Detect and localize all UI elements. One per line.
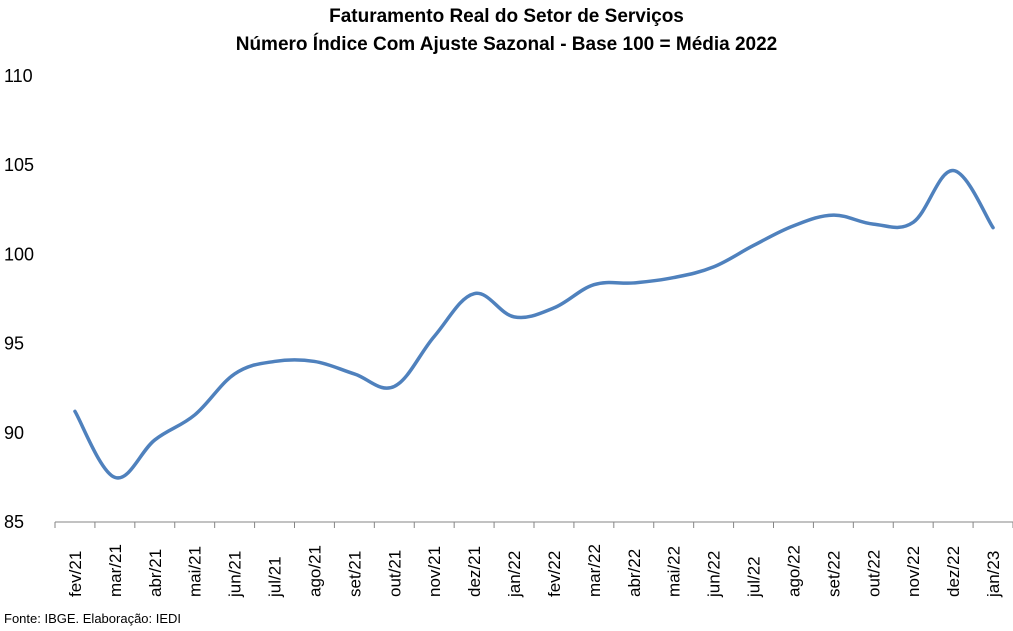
- y-tick-label: 105: [4, 155, 34, 175]
- data-point: [472, 292, 476, 296]
- x-tick-label: mai/21: [186, 546, 205, 597]
- x-tick-label: set/22: [824, 551, 843, 597]
- series-layer: [73, 168, 995, 480]
- data-point: [951, 169, 955, 173]
- x-tick-label: fev/22: [545, 551, 564, 597]
- data-point: [153, 438, 157, 442]
- data-point: [712, 265, 716, 269]
- x-tick-label: dez/21: [465, 546, 484, 597]
- y-axis: 85 90 95 100 105 110: [4, 66, 34, 532]
- chart-subtitle: Número Índice Com Ajuste Sazonal - Base …: [235, 34, 778, 55]
- data-point: [273, 359, 277, 363]
- x-tick-label: mai/22: [665, 546, 684, 597]
- chart-title: Faturamento Real do Setor de Serviços: [329, 6, 684, 27]
- data-point: [432, 334, 436, 338]
- x-tick-label: jan/22: [505, 551, 524, 598]
- y-tick-label: 100: [4, 244, 34, 264]
- series-line: [73, 168, 995, 480]
- data-point: [113, 475, 117, 479]
- x-tick-label: ago/22: [784, 545, 803, 597]
- x-tick-label: out/21: [385, 550, 404, 597]
- data-point: [512, 315, 516, 319]
- x-tick-label: ago/21: [305, 545, 324, 597]
- x-tick-label: jun/21: [226, 551, 245, 598]
- x-tick-label: abr/21: [146, 549, 165, 597]
- data-point: [73, 409, 77, 413]
- x-tick-label: jul/21: [266, 556, 285, 598]
- y-tick-label: 85: [4, 512, 24, 532]
- x-axis: fev/21 mar/21 abr/21 mai/21 jun/21 jul/21 ago/…: [54, 521, 1013, 598]
- data-point: [552, 306, 556, 310]
- data-point: [352, 372, 356, 376]
- x-tick-label: jan/23: [984, 551, 1003, 598]
- data-point: [233, 372, 237, 376]
- y-tick-label: 95: [4, 334, 24, 354]
- data-point: [632, 281, 636, 285]
- data-point: [791, 224, 795, 228]
- x-tick-label: nov/22: [904, 546, 923, 597]
- data-point: [193, 413, 197, 417]
- x-tick-label: jul/22: [745, 556, 764, 598]
- x-tick-label: nov/21: [425, 546, 444, 597]
- x-tick-label: abr/22: [625, 549, 644, 597]
- data-point: [752, 243, 756, 247]
- y-tick-label: 90: [4, 423, 24, 443]
- x-tick-label: dez/22: [944, 546, 963, 597]
- x-tick-label: set/21: [345, 551, 364, 597]
- data-point: [831, 213, 835, 217]
- x-tick-label: fev/21: [66, 551, 85, 597]
- y-tick-label: 110: [4, 66, 33, 86]
- data-point: [911, 220, 915, 224]
- data-point: [592, 283, 596, 287]
- x-tick-label: out/22: [864, 550, 883, 597]
- data-point: [672, 276, 676, 280]
- source-note: Fonte: IBGE. Elaboração: IEDI: [4, 611, 182, 626]
- data-point: [312, 359, 316, 363]
- data-point: [392, 384, 396, 388]
- x-tick-label: mar/22: [585, 544, 604, 597]
- data-point: [871, 222, 875, 226]
- x-tick-label: jun/22: [705, 551, 724, 598]
- data-point: [991, 226, 995, 230]
- x-tick-label: mar/21: [106, 544, 125, 597]
